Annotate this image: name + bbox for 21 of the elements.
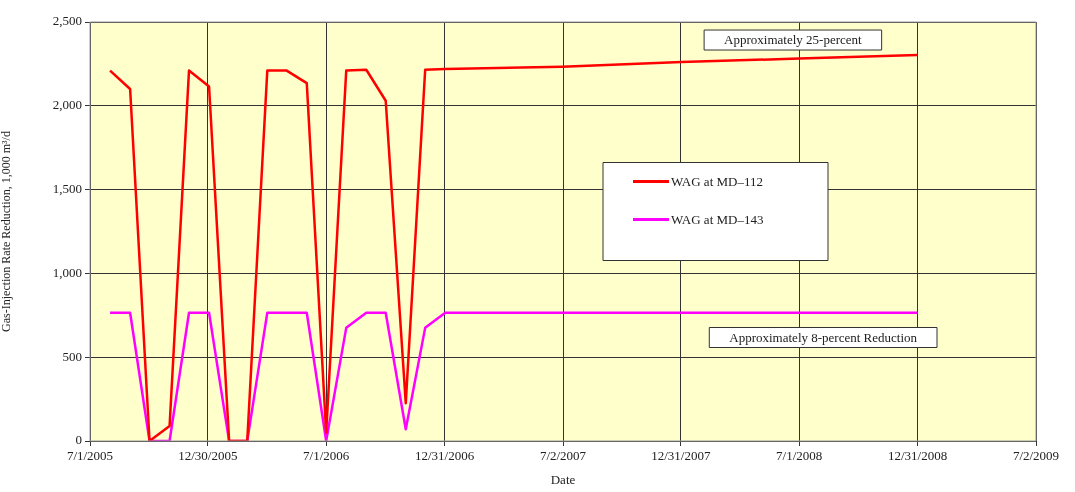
annotation: Approximately 25-percent — [724, 32, 863, 48]
legend-label: WAG at MD–112 — [671, 173, 763, 189]
x-tick-label: 7/2/2007 — [539, 448, 587, 464]
y-tick-label: 0 — [75, 432, 82, 448]
x-tick-label: 12/30/2005 — [178, 448, 238, 464]
x-tick-label: 7/2/2009 — [1012, 448, 1060, 464]
x-tick-label: 12/31/2006 — [414, 448, 475, 464]
y-tick-label: 2,500 — [52, 13, 82, 29]
legend-label: WAG at MD–143 — [671, 211, 764, 227]
y-tick-label: 2,000 — [52, 97, 82, 113]
x-axis-title: Date — [550, 471, 576, 487]
x-tick-label: 7/1/2008 — [776, 448, 823, 464]
x-tick-label: 12/31/2007 — [651, 448, 711, 464]
x-tick-label: 7/1/2006 — [303, 448, 350, 464]
y-axis-title: Gas-Injection Rate Reduction, 1,000 m³/d — [0, 131, 14, 332]
y-tick-label: 500 — [62, 348, 82, 364]
x-tick-label: 7/1/2005 — [66, 448, 114, 464]
annotation: Approximately 8-percent Reduction — [729, 329, 918, 345]
x-tick-label: 12/31/2008 — [887, 448, 948, 464]
y-tick-label: 1,000 — [52, 264, 82, 280]
y-tick-label: 1,500 — [52, 181, 82, 197]
